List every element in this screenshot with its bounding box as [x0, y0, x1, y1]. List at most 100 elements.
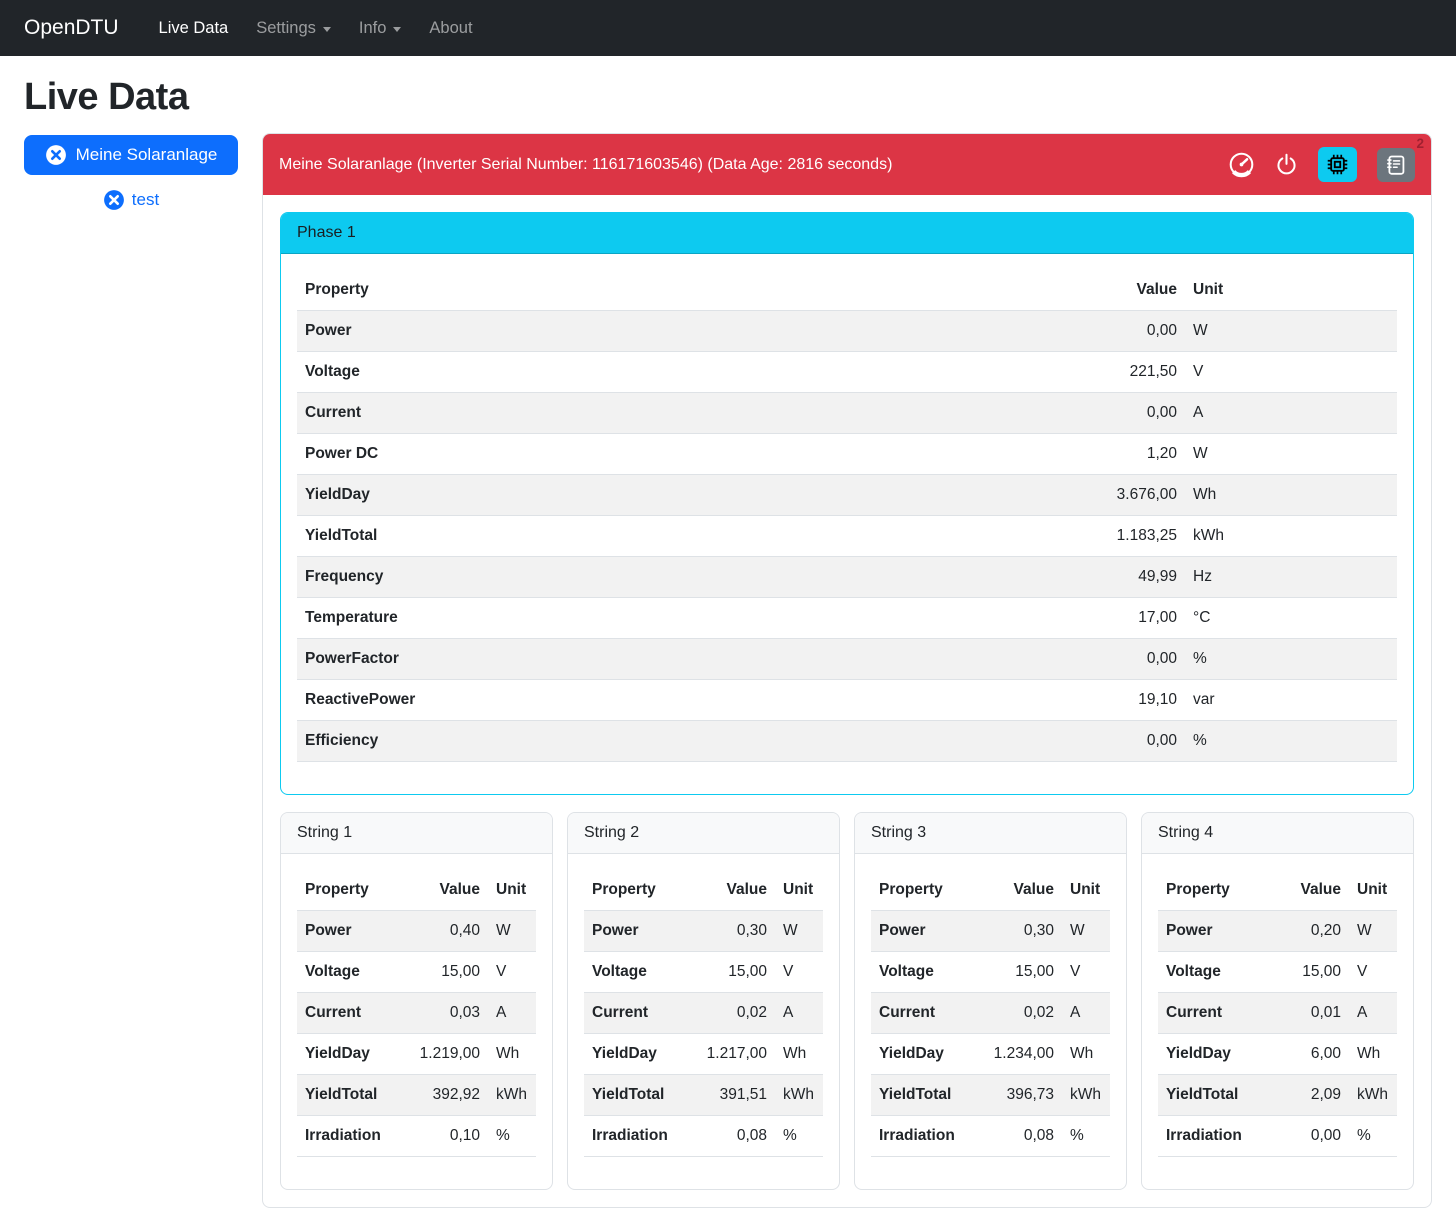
inverter-toolbar: 2	[1228, 136, 1424, 182]
property-cell: Power DC	[305, 445, 379, 462]
unit-cell: V	[1357, 963, 1368, 980]
unit-cell: Wh	[783, 1045, 807, 1062]
unit-cell: Wh	[496, 1045, 520, 1062]
brand-opendtu[interactable]: OpenDTU	[24, 16, 119, 39]
table-header-row: Property Value Unit	[584, 870, 823, 911]
string-card-header: String 2	[568, 813, 839, 854]
column-header-unit: Unit	[1070, 881, 1101, 898]
table-row: YieldDay 1.219,00 Wh	[297, 1034, 536, 1075]
string-card-header: String 3	[855, 813, 1126, 854]
column-header-unit: Unit	[496, 881, 527, 898]
table-row: Power 0,20 W	[1158, 910, 1397, 952]
table-row: Voltage 15,00 V	[584, 952, 823, 993]
property-cell: YieldDay	[592, 1045, 657, 1062]
nav-label: Live Data	[158, 18, 229, 37]
table-row: Irradiation 0,10%	[297, 1116, 536, 1157]
unit-cell: Wh	[1357, 1045, 1381, 1062]
strings-row: String 1 Property Value Unit Power 0,40 W V…	[280, 812, 1414, 1190]
nav-item-settings[interactable]: Settings	[242, 11, 345, 46]
table-row: YieldDay 1.217,00 Wh	[584, 1034, 823, 1075]
unit-cell: °C	[1193, 609, 1211, 626]
property-cell: YieldTotal	[592, 1086, 665, 1103]
unit-cell: %	[783, 1127, 797, 1144]
property-cell: YieldTotal	[305, 1086, 378, 1103]
unit-cell: W	[1070, 922, 1085, 939]
unit-cell: kWh	[1193, 527, 1224, 544]
value-cell: 0,00	[1146, 650, 1177, 667]
inverter-name: Meine Solaranlage	[75, 145, 218, 164]
value-cell: 17,00	[1138, 609, 1177, 626]
unit-cell: W	[783, 922, 798, 939]
column-header-property: Property	[592, 881, 656, 898]
string-table: Property Value Unit Power 0,30 W Voltage 15,…	[584, 870, 823, 1157]
property-cell: Voltage	[592, 963, 647, 980]
property-cell: ReactivePower	[305, 691, 416, 708]
inverter-selector-test[interactable]: test	[24, 189, 238, 211]
table-row: Current 0,01 A	[1158, 992, 1397, 1034]
property-cell: Irradiation	[305, 1127, 381, 1144]
unit-cell: Wh	[1193, 486, 1217, 503]
value-cell: 0,00	[1146, 404, 1177, 421]
column-header-unit: Unit	[1357, 881, 1388, 898]
value-cell: 2,09	[1310, 1086, 1341, 1103]
value-cell: 0,00	[1310, 1127, 1341, 1144]
unit-cell: %	[496, 1127, 510, 1144]
nav-item-live-data[interactable]: Live Data	[145, 11, 243, 46]
nav-item-about[interactable]: About	[415, 11, 486, 46]
string-card-body: Property Value Unit Power 0,30 W Voltage 15,…	[855, 854, 1126, 1189]
table-row: Voltage 15,00 V	[1158, 952, 1397, 993]
property-cell: YieldTotal	[305, 527, 378, 544]
inverter-card: Meine Solaranlage (Inverter Serial Numbe…	[262, 133, 1432, 1208]
string-card: String 1 Property Value Unit Power 0,40 W V…	[280, 812, 553, 1190]
property-cell: Voltage	[305, 963, 360, 980]
unit-cell: A	[1193, 404, 1204, 421]
unit-cell: A	[496, 1004, 507, 1021]
unit-cell: Hz	[1193, 568, 1212, 585]
device-info-button[interactable]	[1318, 147, 1357, 182]
speedometer-icon	[1229, 152, 1254, 178]
property-cell: Frequency	[305, 568, 384, 585]
value-cell: 6,00	[1310, 1045, 1341, 1062]
inverter-sidebar: Meine Solaranlage test	[24, 133, 238, 211]
value-cell: 15,00	[1302, 963, 1341, 980]
value-cell: 0,20	[1310, 922, 1341, 939]
table-row: Current 0,00 A	[297, 392, 1397, 434]
event-log-button[interactable]: 2	[1377, 136, 1424, 182]
table-row: ReactivePower 19,10 var	[297, 680, 1397, 721]
x-circle-icon	[103, 190, 124, 210]
table-row: Irradiation 0,08%	[584, 1116, 823, 1157]
property-cell: Voltage	[879, 963, 934, 980]
string-card-body: Property Value Unit Power 0,20 W Voltage 15,…	[1142, 854, 1413, 1189]
unit-cell: W	[1193, 445, 1208, 462]
column-header-value: Value	[1013, 881, 1055, 898]
string-card-header: String 1	[281, 813, 552, 854]
power-control-button[interactable]	[1275, 153, 1298, 176]
property-cell: Efficiency	[305, 732, 379, 749]
unit-cell: V	[1193, 363, 1204, 380]
column-header-property: Property	[305, 281, 369, 298]
value-cell: 15,00	[441, 963, 480, 980]
string-table: Property Value Unit Power 0,30 W Voltage 15,…	[871, 870, 1110, 1157]
inverter-selector-meine-solaranlage[interactable]: Meine Solaranlage	[24, 135, 238, 175]
string-card-header: String 4	[1142, 813, 1413, 854]
column-header-property: Property	[879, 881, 943, 898]
value-cell: 0,30	[1023, 922, 1054, 939]
value-cell: 0,02	[1023, 1004, 1054, 1021]
column-header-value: Value	[439, 881, 481, 898]
property-cell: Power	[305, 322, 352, 339]
value-cell: 392,92	[432, 1086, 480, 1103]
value-cell: 0,08	[1023, 1127, 1054, 1144]
property-cell: YieldDay	[305, 1045, 370, 1062]
property-cell: Power	[1166, 922, 1213, 939]
column-header-value: Value	[1136, 281, 1178, 298]
page-title: Live Data	[24, 76, 189, 118]
value-cell: 3.676,00	[1116, 486, 1177, 503]
x-circle-icon	[45, 145, 66, 165]
table-row: PowerFactor 0,00%	[297, 638, 1397, 680]
property-cell: Current	[305, 1004, 361, 1021]
nav-item-info[interactable]: Info	[345, 11, 416, 46]
limit-settings-button[interactable]	[1228, 151, 1255, 178]
string-card-body: Property Value Unit Power 0,30 W Voltage 15,…	[568, 854, 839, 1189]
value-cell: 1.217,00	[706, 1045, 767, 1062]
power-icon	[1277, 153, 1296, 175]
